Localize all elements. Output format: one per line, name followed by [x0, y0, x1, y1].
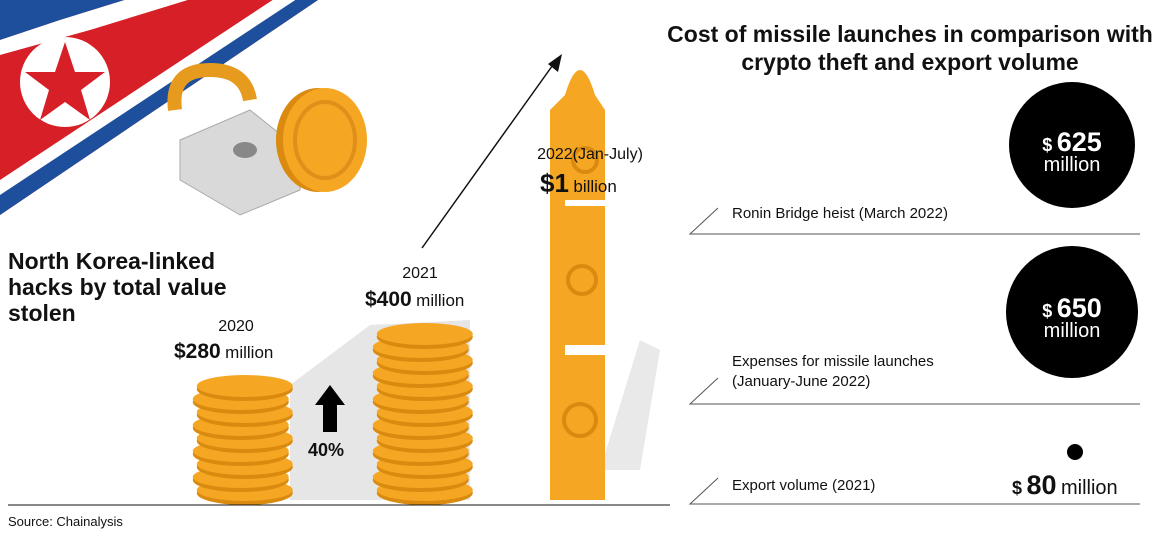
amount-line: $400 million — [365, 288, 464, 312]
unit: million — [1006, 320, 1138, 343]
year: 2022(Jan-July) — [525, 146, 655, 164]
coin — [197, 375, 293, 397]
amount: $280 — [174, 340, 221, 363]
unit: million — [225, 343, 273, 362]
item-value: $ 80 million — [1012, 470, 1118, 501]
amount: 650 — [1057, 293, 1102, 323]
amount-line: $280 million — [174, 340, 273, 364]
year: 2021 — [380, 265, 460, 283]
unit: million — [1061, 477, 1118, 499]
left-title: North Korea-linked hacks by total value … — [8, 248, 248, 326]
amount: $1 — [540, 168, 569, 198]
lock — [174, 70, 367, 215]
currency: $ — [1042, 135, 1052, 155]
rocket — [550, 70, 660, 500]
year: 2020 — [196, 318, 276, 336]
circle — [1067, 444, 1083, 460]
amount: $400 — [365, 288, 412, 311]
unit: billion — [573, 177, 616, 196]
coin-stack — [373, 323, 473, 505]
amount-line: $1 billion — [540, 168, 617, 199]
currency: $ — [1042, 301, 1052, 321]
amount: 80 — [1026, 470, 1056, 500]
right-title: Cost of missile launches in comparison w… — [665, 20, 1154, 76]
amount: 625 — [1057, 127, 1102, 157]
item-label: Ronin Bridge heist (March 2022) — [732, 205, 948, 222]
infographic: {"left": {"title": "North Korea-linked h… — [0, 0, 1154, 534]
growth: 40% — [308, 440, 344, 461]
currency: $ — [1012, 478, 1022, 498]
coin — [377, 323, 473, 345]
unit: million — [1009, 154, 1135, 177]
source: Source: Chainalysis — [8, 514, 123, 529]
item-label: Export volume (2021) — [732, 477, 875, 494]
unit: million — [416, 291, 464, 310]
item-label: Expenses for missile launches (January-J… — [732, 352, 972, 392]
coin-stack — [193, 375, 293, 505]
